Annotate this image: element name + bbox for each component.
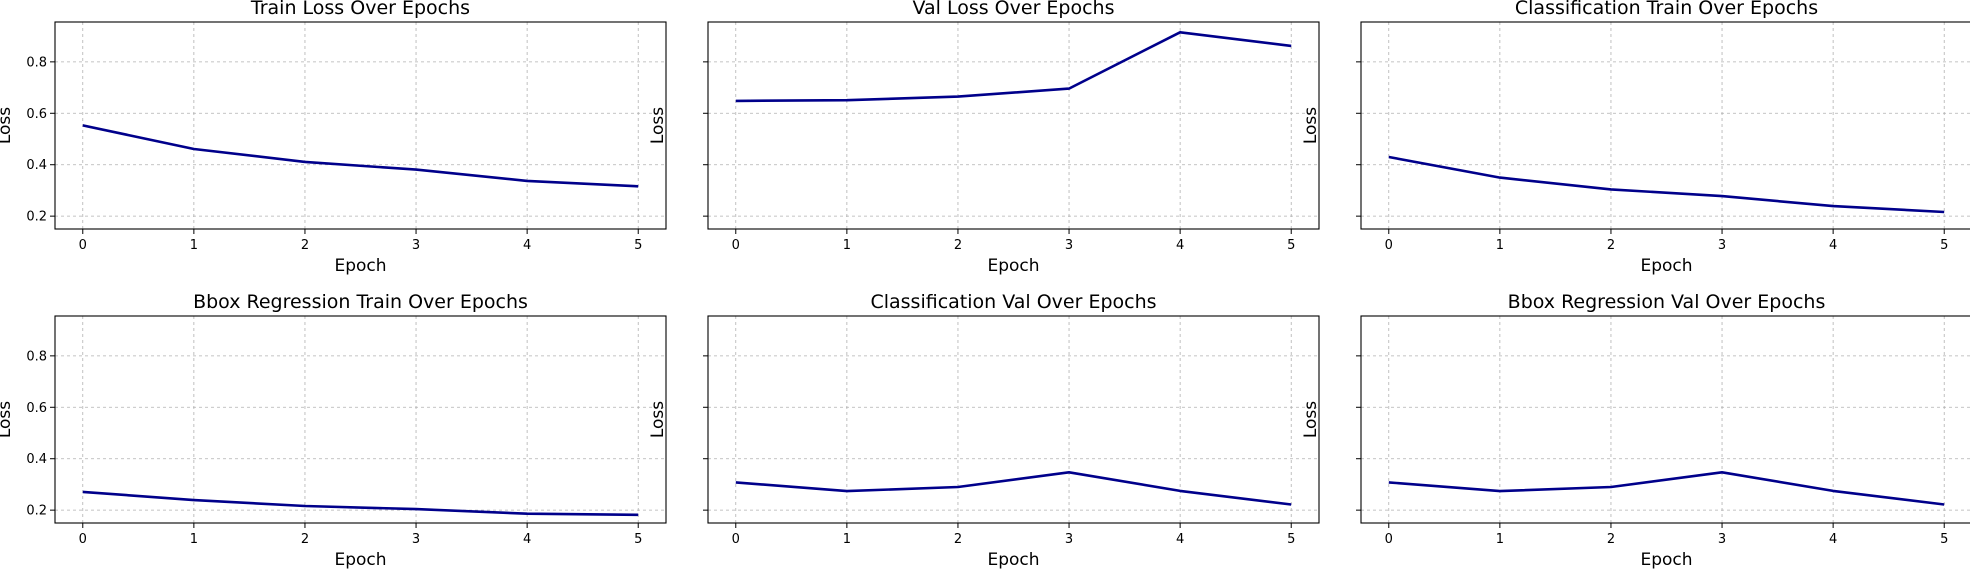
loss-line — [735, 30, 1292, 103]
plot-frame — [707, 21, 1320, 230]
x-tick-label: 5 — [1940, 532, 1948, 547]
subplot-3: 0 1 2 3 4 5 Epoch Loss Classification Train Over… — [1301, 0, 1970, 276]
x-tick-label: 1 — [1496, 532, 1504, 547]
y-axis-label: Loss — [1301, 107, 1321, 144]
y-tick-label: 0.2 — [26, 210, 47, 225]
y-tick-label: 0.4 — [26, 452, 47, 467]
x-tick-label: 5 — [1940, 238, 1948, 253]
x-tick-label: 3 — [412, 238, 420, 253]
loss-line — [1388, 470, 1945, 506]
loss-line — [1388, 155, 1945, 214]
x-tick-label: 1 — [843, 238, 851, 253]
x-tick-label: 0 — [732, 238, 740, 253]
subplot-1: 0 1 2 3 4 5 0.2 0.4 0.6 0.8 Epoch Loss Train Loss Ov… — [0, 0, 667, 276]
subplot-title: Val Loss Over Epochs — [912, 0, 1114, 19]
x-tick-label: 2 — [301, 238, 309, 253]
x-tick-label: 0 — [1385, 238, 1393, 253]
x-tick-label: 4 — [523, 238, 531, 253]
x-tick-label: 1 — [190, 532, 198, 547]
y-tick-label: 0.2 — [26, 504, 47, 519]
plot-frame — [54, 21, 667, 230]
plot-frame — [54, 315, 667, 524]
x-axis-label: Epoch — [1640, 550, 1692, 570]
x-axis-label: Epoch — [334, 550, 386, 570]
x-tick-label: 3 — [1718, 238, 1726, 253]
x-tick-label: 3 — [1718, 532, 1726, 547]
y-tick-label: 0.4 — [26, 158, 47, 173]
subplot-title: Train Loss Over Epochs — [250, 0, 470, 19]
x-tick-label: 4 — [1176, 238, 1184, 253]
x-tick-label: 0 — [1385, 532, 1393, 547]
x-tick-label: 1 — [1496, 238, 1504, 253]
x-tick-label: 5 — [1287, 238, 1295, 253]
x-tick-label: 5 — [634, 238, 642, 253]
subplot-title: Classification Val Over Epochs — [870, 291, 1156, 313]
x-axis-label: Epoch — [1640, 256, 1692, 276]
subplot-6: 0 1 2 3 4 5 Epoch Loss Bbox Regression Val Over … — [1301, 291, 1970, 570]
x-tick-label: 0 — [79, 532, 87, 547]
y-axis-label: Loss — [1301, 401, 1321, 438]
x-axis-label: Epoch — [987, 256, 1039, 276]
subplot-2: 0 1 2 3 4 5 Epoch Loss Val Loss Over Epochs — [648, 0, 1320, 276]
subplot-title: Bbox Regression Val Over Epochs — [1508, 291, 1826, 313]
x-tick-label: 2 — [301, 532, 309, 547]
plot-frame — [707, 315, 1320, 524]
y-axis-label: Loss — [648, 107, 668, 144]
x-axis-label: Epoch — [987, 550, 1039, 570]
y-tick-label: 0.8 — [26, 349, 47, 364]
subplot-title: Bbox Regression Train Over Epochs — [193, 291, 528, 313]
y-axis-label: Loss — [0, 107, 15, 144]
x-tick-label: 4 — [1829, 532, 1837, 547]
subplot-title: Classification Train Over Epochs — [1515, 0, 1818, 19]
x-tick-label: 4 — [523, 532, 531, 547]
x-tick-label: 3 — [1065, 238, 1073, 253]
x-tick-label: 2 — [1607, 532, 1615, 547]
x-tick-label: 2 — [954, 532, 962, 547]
x-tick-label: 1 — [190, 238, 198, 253]
loss-line — [82, 124, 639, 188]
subplot-4: 0 1 2 3 4 5 0.2 0.4 0.6 0.8 Epoch Loss Bbox Regressi… — [0, 291, 667, 570]
y-axis-label: Loss — [648, 401, 668, 438]
y-tick-label: 0.6 — [26, 107, 47, 122]
plot-frame — [1360, 315, 1970, 524]
x-tick-label: 5 — [1287, 532, 1295, 547]
x-tick-label: 3 — [1065, 532, 1073, 547]
x-tick-label: 5 — [634, 532, 642, 547]
y-tick-label: 0.8 — [26, 55, 47, 70]
x-tick-label: 4 — [1176, 532, 1184, 547]
plot-frame — [1360, 21, 1970, 230]
x-tick-label: 0 — [732, 532, 740, 547]
x-tick-label: 2 — [1607, 238, 1615, 253]
loss-line — [735, 470, 1292, 506]
y-axis-label: Loss — [0, 401, 15, 438]
subplot-5: 0 1 2 3 4 5 Epoch Loss Classification Val Over E… — [648, 291, 1320, 570]
x-tick-label: 1 — [843, 532, 851, 547]
y-tick-label: 0.6 — [26, 401, 47, 416]
x-tick-label: 3 — [412, 532, 420, 547]
x-tick-label: 0 — [79, 238, 87, 253]
loss-line — [82, 490, 639, 517]
x-tick-label: 2 — [954, 238, 962, 253]
x-tick-label: 4 — [1829, 238, 1837, 253]
x-axis-label: Epoch — [334, 256, 386, 276]
